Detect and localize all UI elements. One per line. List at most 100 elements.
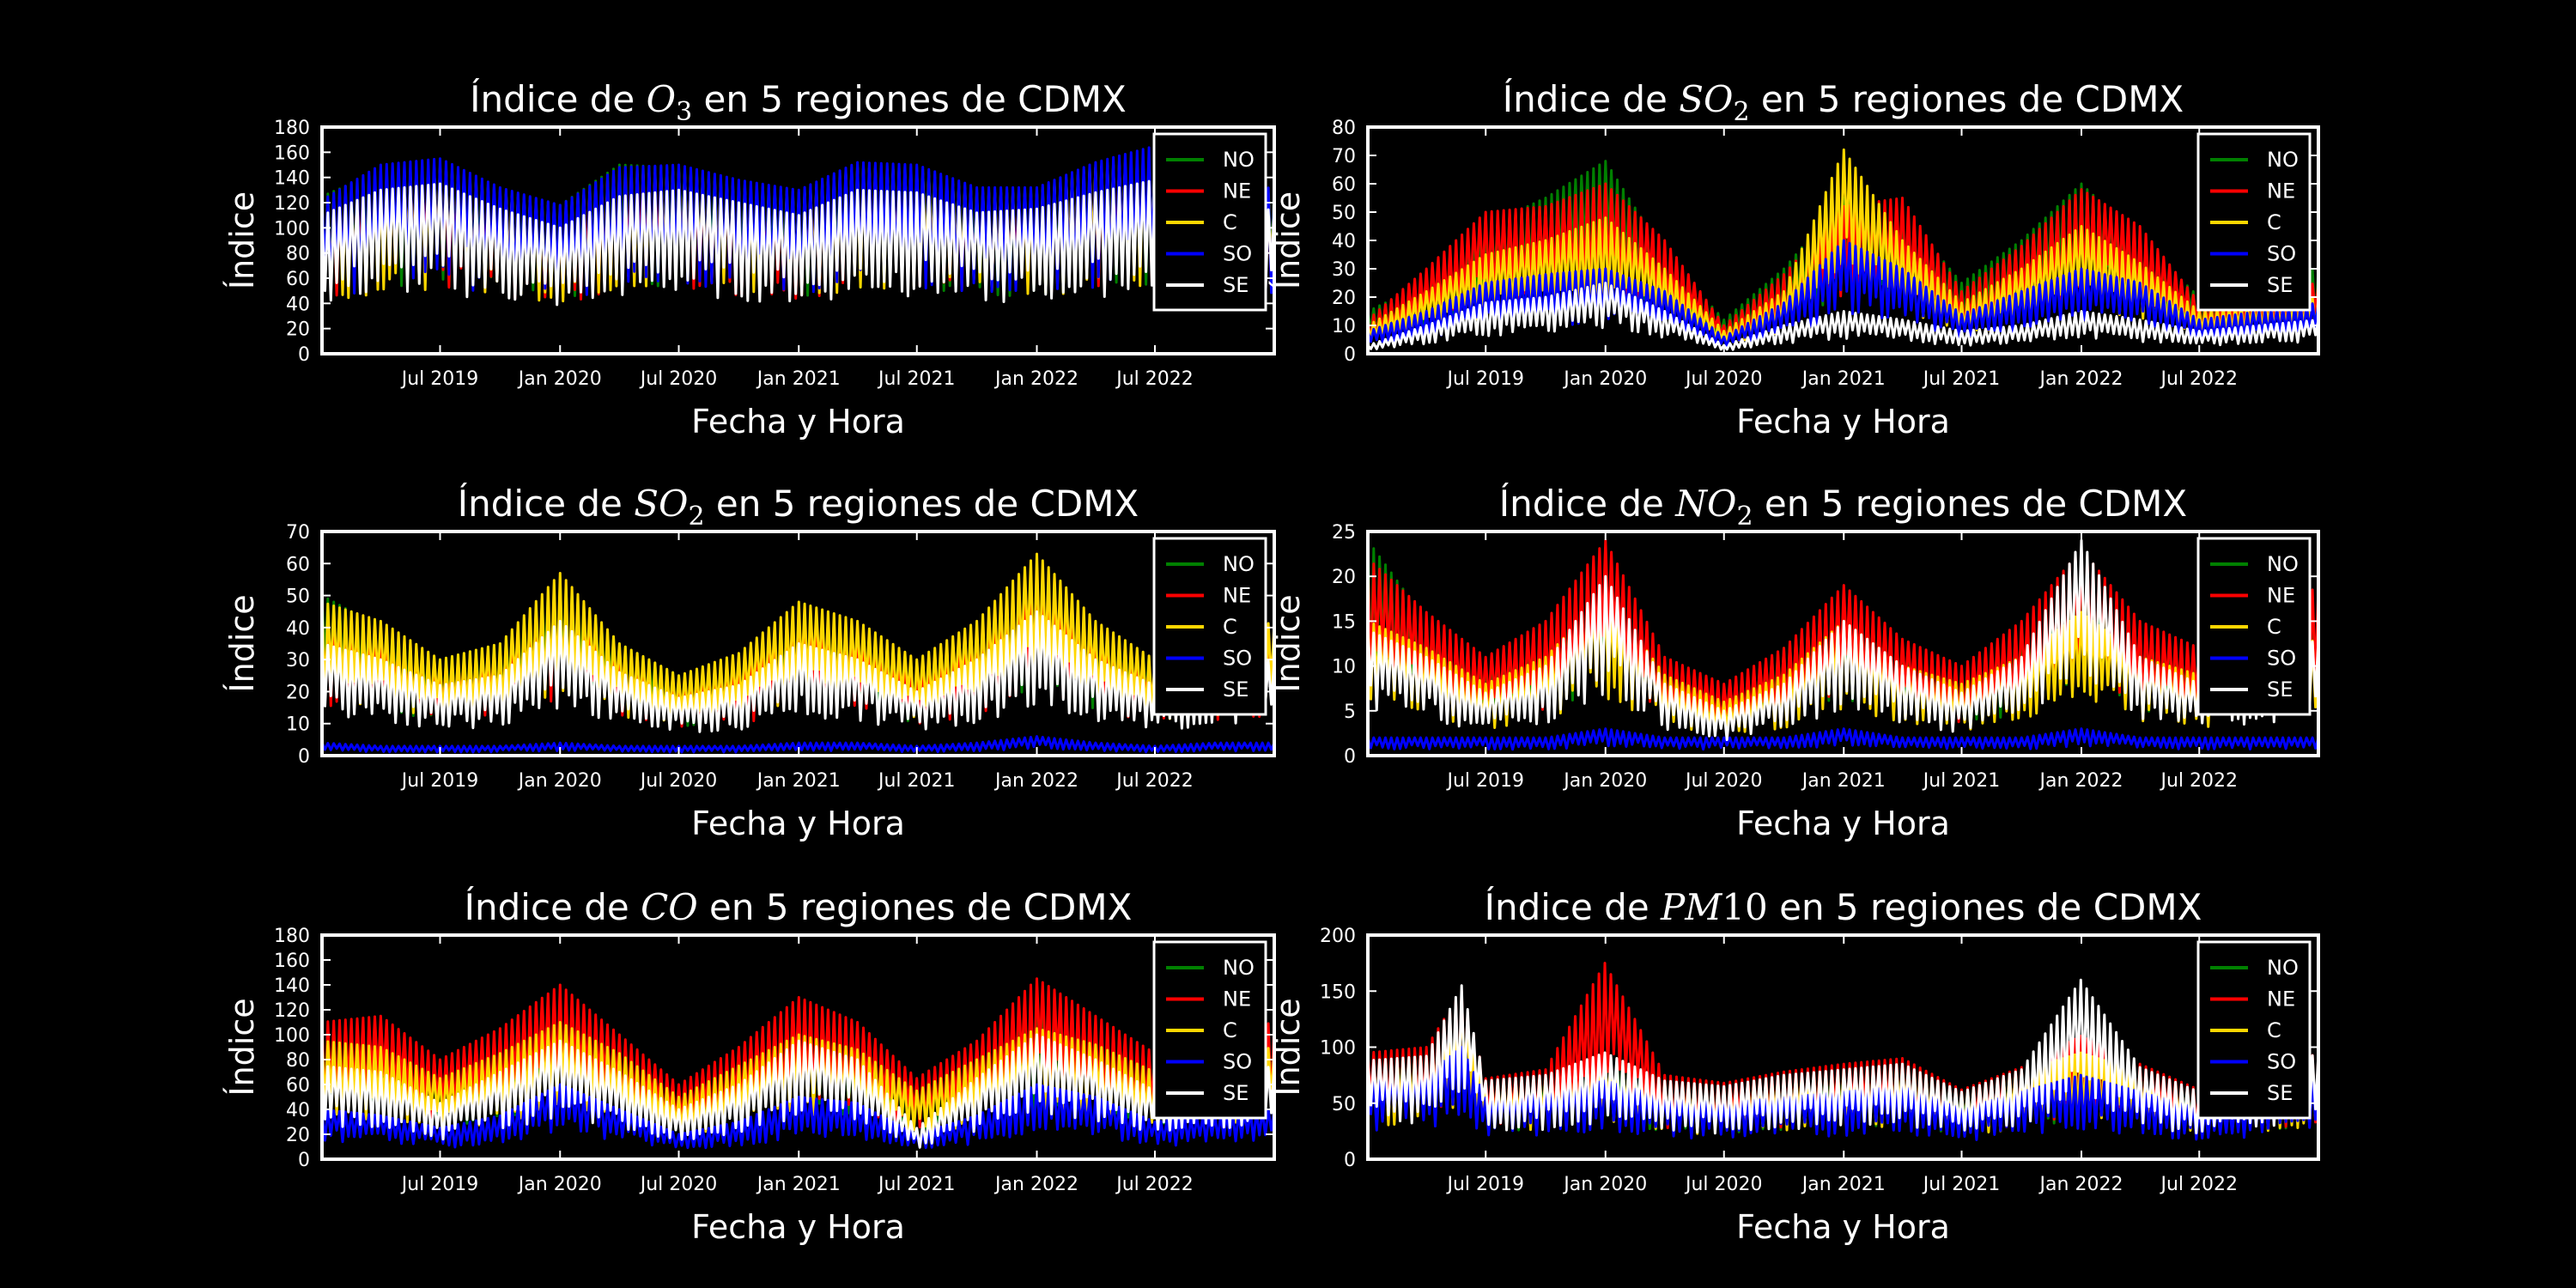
x-axis-label: Fecha y Hora	[1736, 1208, 1950, 1246]
legend-label: NE	[2267, 179, 2295, 204]
title-prefix: Índice de	[1499, 482, 1675, 525]
legend-label: NE	[2267, 987, 2295, 1012]
x-tick-label: Jan 2022	[993, 368, 1078, 390]
x-tick-label: Jul 2020	[639, 368, 718, 390]
chart-title: Índice de PM10 en 5 regiones de CDMX	[1485, 885, 2202, 928]
y-axis-label: Índice	[223, 191, 261, 289]
y-tick-label: 100	[1320, 1038, 1356, 1060]
y-tick-label: 100	[274, 218, 310, 240]
x-tick-label: Jan 2020	[517, 368, 602, 390]
title-subscript: 3	[676, 97, 692, 127]
series-line-se	[322, 179, 1274, 307]
x-tick-label: Jul 2019	[1445, 770, 1524, 792]
legend-label: C	[2267, 1018, 2281, 1042]
y-tick-label: 160	[274, 143, 310, 164]
y-tick-label: 10	[1332, 316, 1356, 337]
legend-label: SO	[2267, 1050, 2296, 1074]
y-axis-label: Índice	[1269, 998, 1307, 1096]
y-tick-label: 10	[1332, 657, 1356, 678]
title-suffix: en 5 regiones de CDMX	[1753, 483, 2188, 525]
y-tick-label: 60	[286, 269, 310, 290]
y-tick-label: 0	[1344, 1150, 1356, 1171]
y-tick-label: 20	[286, 682, 310, 703]
x-tick-label: Jan 2022	[2038, 368, 2123, 390]
series-line-se	[1368, 538, 2318, 742]
title-pollutant: O	[647, 78, 676, 120]
title-subscript: 2	[688, 501, 704, 532]
legend-label: SE	[1223, 273, 1249, 297]
title-pollutant: CO	[641, 886, 698, 928]
y-tick-label: 20	[286, 319, 310, 341]
x-tick-label: Jan 2020	[517, 1174, 602, 1195]
y-tick-label: 40	[286, 618, 310, 640]
series-line-se	[1368, 978, 2318, 1135]
chart-title: Índice de SO2 en 5 regiones de CDMX	[1503, 77, 2184, 127]
legend-label: NE	[2267, 584, 2295, 608]
series-line-so	[1368, 727, 2318, 751]
title-subscript: 2	[1736, 501, 1753, 532]
chart-title: Índice de NO2 en 5 regiones de CDMX	[1499, 482, 2187, 532]
x-tick-label: Jan 2022	[993, 1174, 1078, 1195]
legend-label: NO	[2267, 552, 2299, 576]
chart-title: Índice de SO2 en 5 regiones de CDMX	[458, 482, 1139, 532]
x-tick-label: Jan 2020	[1562, 1174, 1647, 1195]
x-tick-label: Jul 2022	[1115, 1174, 1194, 1195]
y-tick-label: 60	[286, 554, 310, 575]
x-tick-label: Jan 2021	[756, 368, 841, 390]
y-tick-label: 140	[274, 975, 310, 997]
title-prefix: Índice de	[1485, 885, 1661, 928]
legend-label: NE	[1223, 179, 1251, 204]
y-tick-label: 60	[286, 1075, 310, 1097]
legend-label: NO	[1223, 148, 1255, 172]
legend-label: SE	[2267, 677, 2293, 702]
title-prefix: Índice de	[470, 77, 646, 120]
legend-label: NO	[1223, 552, 1255, 576]
y-tick-label: 0	[298, 1150, 310, 1171]
chart-panel-4: Índice de NO2 en 5 regiones de CDMX05101…	[1269, 482, 2320, 842]
series-line-se	[322, 610, 1274, 733]
y-tick-label: 30	[286, 650, 310, 671]
title-pollutant: PM	[1660, 886, 1722, 928]
legend-label: SE	[1223, 677, 1249, 702]
x-tick-label: Jan 2020	[517, 770, 602, 792]
y-tick-label: 0	[1344, 746, 1356, 768]
y-tick-label: 140	[274, 168, 310, 190]
y-tick-label: 120	[274, 193, 310, 215]
x-axis-label: Fecha y Hora	[1736, 805, 1950, 842]
x-tick-label: Jan 2021	[756, 1174, 841, 1195]
x-tick-label: Jul 2019	[1445, 1174, 1524, 1195]
y-tick-label: 50	[286, 586, 310, 608]
y-tick-label: 0	[298, 746, 310, 768]
series-group	[322, 977, 1274, 1150]
y-tick-label: 200	[1320, 926, 1356, 947]
x-tick-label: Jul 2020	[1684, 368, 1763, 390]
x-tick-label: Jul 2021	[877, 1174, 956, 1195]
chart-panel-2: Índice de SO2 en 5 regiones de CDMX01020…	[1269, 77, 2320, 440]
legend-label: NO	[2267, 956, 2299, 980]
x-tick-label: Jan 2021	[756, 770, 841, 792]
legend-label: NE	[1223, 987, 1251, 1012]
x-tick-label: Jul 2019	[400, 1174, 479, 1195]
title-suffix: en 5 regiones de CDMX	[698, 886, 1133, 928]
x-tick-label: Jan 2022	[2038, 1174, 2123, 1195]
y-tick-label: 30	[1332, 259, 1356, 281]
x-tick-label: Jan 2021	[1801, 1174, 1886, 1195]
series-line-so	[322, 735, 1274, 754]
x-tick-label: Jan 2020	[1562, 770, 1647, 792]
series-line-se	[1368, 282, 2318, 351]
legend-label: SE	[1223, 1081, 1249, 1105]
series-group	[1368, 538, 2318, 751]
x-tick-label: Jul 2021	[1922, 770, 2001, 792]
x-tick-label: Jul 2022	[2159, 1174, 2238, 1195]
title-pollutant: SO	[634, 483, 688, 525]
legend-label: C	[1223, 210, 1237, 234]
x-tick-label: Jul 2022	[1115, 368, 1194, 390]
x-tick-label: Jul 2022	[2159, 770, 2238, 792]
legend: NO NE C SO SE	[2196, 537, 2312, 716]
series-line-so	[322, 1083, 1274, 1150]
series-group	[1368, 962, 2318, 1141]
x-tick-label: Jul 2021	[877, 770, 956, 792]
x-tick-label: Jul 2021	[877, 368, 956, 390]
y-tick-label: 80	[1332, 118, 1356, 139]
